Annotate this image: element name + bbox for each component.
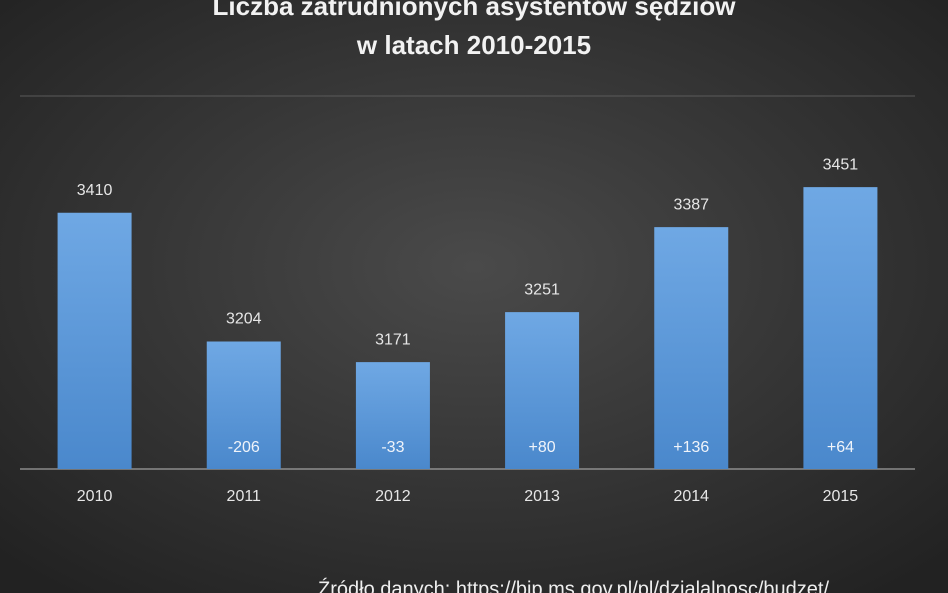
bar: [355, 362, 430, 469]
value-label: 3387: [673, 196, 709, 213]
chart-title: w latach 2010-2015: [356, 30, 591, 60]
value-label: 3204: [226, 311, 262, 328]
value-label: 3251: [524, 281, 560, 298]
bar: [803, 187, 878, 469]
value-label: 3451: [823, 156, 859, 173]
x-tick-label: 2014: [673, 488, 709, 505]
x-tick-label: 2010: [77, 488, 113, 505]
x-tick-label: 2012: [375, 488, 411, 505]
bar: [57, 212, 132, 469]
change-label: +80: [529, 439, 556, 456]
x-tick-label: 2011: [227, 488, 262, 505]
bar: [505, 312, 580, 469]
change-label: -33: [381, 439, 404, 456]
chart-title: Liczba zatrudnionych asystentów sędziów: [213, 0, 737, 21]
bar: [206, 341, 281, 469]
x-tick-label: 2015: [823, 488, 859, 505]
bar: [654, 227, 729, 469]
x-tick-label: 2013: [524, 488, 560, 505]
value-label: 3410: [77, 182, 113, 199]
source: Źródło danych: https://bip.ms.gov.pl/pl/…: [318, 577, 829, 593]
change-label: +64: [827, 439, 854, 456]
change-label: +136: [673, 439, 709, 456]
value-label: 3171: [375, 331, 411, 348]
change-label: -206: [228, 439, 260, 456]
